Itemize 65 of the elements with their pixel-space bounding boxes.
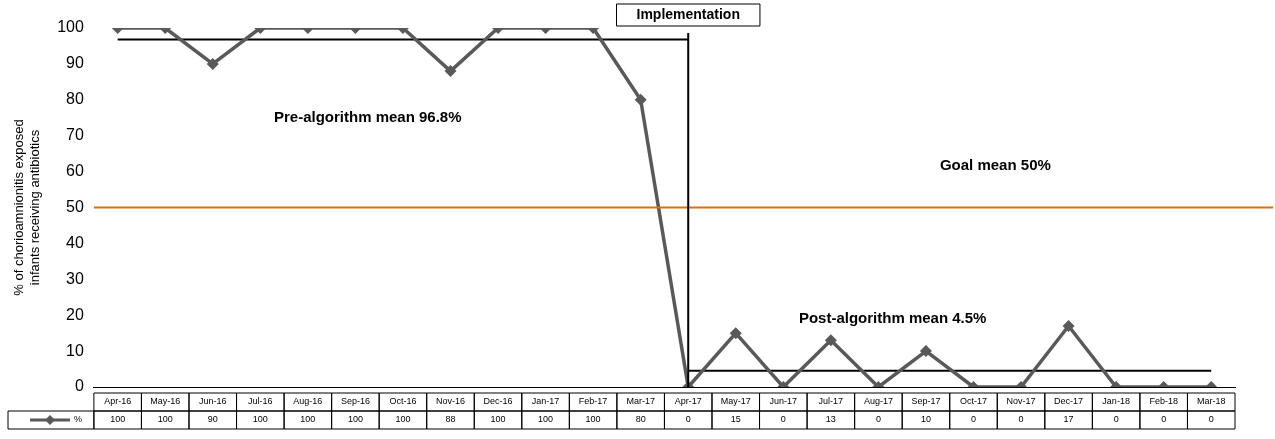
y-axis-title: % of chorioamnionitis exposed infants receiving antibiotics <box>11 119 42 296</box>
x-tick-label: Jan-18 <box>1102 396 1130 407</box>
legend-label: % <box>74 414 83 425</box>
x-tick-label: Jul-17 <box>818 396 844 407</box>
x-tick-label: Dec-16 <box>483 396 513 407</box>
data-label: 100 <box>490 414 506 425</box>
x-tick-label: Apr-16 <box>104 396 132 407</box>
x-tick-label: Nov-16 <box>435 396 465 407</box>
y-tick-label: 100 <box>57 18 84 36</box>
x-tick-label: Mar-17 <box>626 396 655 407</box>
annotation: Pre-algorithm mean 96.8% <box>273 107 462 125</box>
x-tick-label: Jan-17 <box>531 396 560 407</box>
data-label: 17 <box>1063 414 1074 425</box>
x-tick-label: Jun-17 <box>769 396 798 407</box>
data-label: 0 <box>970 414 976 425</box>
x-tick-label: Sep-17 <box>911 396 941 407</box>
data-label: 88 <box>445 414 456 425</box>
y-tick-label: 70 <box>66 126 84 144</box>
x-tick-label: Aug-17 <box>863 396 893 407</box>
x-tick-label: Dec-17 <box>1054 396 1084 407</box>
x-tick-label: Nov-17 <box>1006 396 1036 407</box>
annotation: Goal mean 50% <box>939 156 1051 174</box>
data-label: 0 <box>1208 414 1214 425</box>
data-label: 100 <box>347 414 363 425</box>
x-tick-label: May-17 <box>720 396 751 407</box>
y-tick-label: 80 <box>66 90 84 108</box>
x-tick-label: Mar-18 <box>1196 396 1226 407</box>
y-tick-label: 50 <box>66 197 84 215</box>
y-tick-label: 40 <box>66 233 84 251</box>
data-label: 100 <box>538 414 554 425</box>
y-tick-label: 10 <box>66 341 84 359</box>
ref-line-label: Implementation <box>636 5 740 22</box>
data-label: 0 <box>875 414 881 425</box>
data-label: 100 <box>395 414 411 425</box>
data-label: 10 <box>920 414 931 425</box>
x-tick-label: Jul-16 <box>248 396 273 407</box>
y-tick-label: 60 <box>66 162 84 180</box>
y-tick-label: 20 <box>66 305 84 323</box>
data-label: 80 <box>635 414 646 425</box>
data-label: 0 <box>1018 414 1024 425</box>
data-label: 100 <box>300 414 316 425</box>
data-label: 0 <box>780 414 786 425</box>
data-label: 0 <box>1113 414 1119 425</box>
x-tick-label: Oct-16 <box>389 396 417 407</box>
data-label: 0 <box>685 414 691 425</box>
data-label: 13 <box>825 414 836 425</box>
y-tick-label: 30 <box>66 269 84 287</box>
data-label: 100 <box>585 414 601 425</box>
y-tick-label: 90 <box>66 54 84 72</box>
data-label: 100 <box>252 414 268 425</box>
data-label: 100 <box>157 414 173 425</box>
x-tick-label: Jun-16 <box>198 396 227 407</box>
x-tick-label: Apr-17 <box>674 396 702 407</box>
data-label: 100 <box>110 414 126 425</box>
data-label: 90 <box>207 414 218 425</box>
x-tick-label: Oct-17 <box>959 396 987 407</box>
data-label: 15 <box>730 414 741 425</box>
y-tick-label: 0 <box>74 377 84 395</box>
x-tick-label: Sep-16 <box>340 396 370 407</box>
x-tick-label: May-16 <box>150 396 181 407</box>
annotation: Post-algorithm mean 4.5% <box>798 308 987 326</box>
data-label: 0 <box>1161 414 1167 425</box>
x-tick-label: Feb-17 <box>578 396 608 407</box>
x-tick-label: Feb-18 <box>1149 396 1178 407</box>
x-tick-label: Aug-16 <box>293 396 323 407</box>
